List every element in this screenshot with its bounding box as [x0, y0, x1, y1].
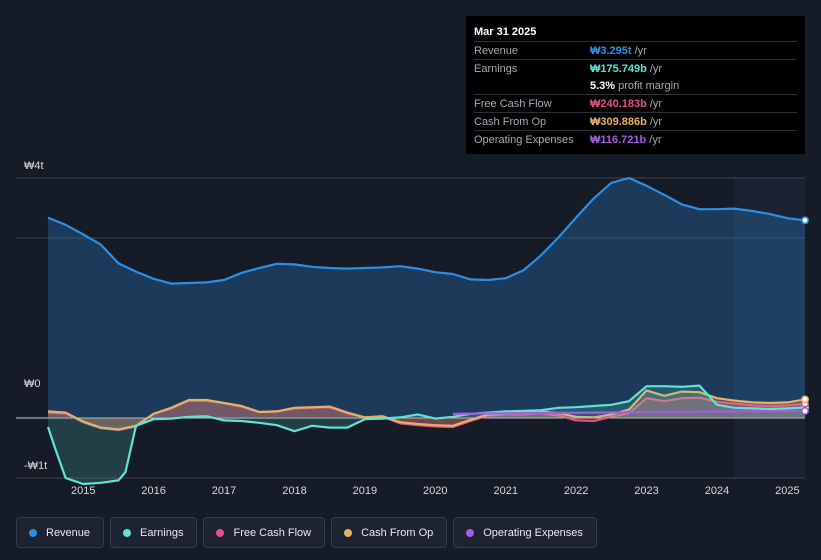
- tooltip-row-operating-expenses: Operating Expenses ₩116.721b /yr: [474, 130, 797, 148]
- revenue-area: [48, 178, 805, 418]
- tooltip-unit: /yr: [649, 97, 663, 110]
- tooltip-value: 5.3%: [590, 79, 616, 92]
- tooltip-row-free-cash-flow: Free Cash Flow ₩240.183b /yr: [474, 94, 797, 112]
- tooltip-unit: /yr: [649, 62, 663, 75]
- tooltip-panel: Mar 31 2025 Revenue ₩3.295t /yr Earnings…: [466, 16, 805, 154]
- cash-from-op-line: [47, 389, 806, 431]
- x-tick-label: 2021: [493, 485, 518, 497]
- tooltip-label: Earnings: [474, 62, 518, 75]
- legend-label: Operating Expenses: [483, 526, 583, 539]
- legend-dot-icon: [466, 528, 475, 537]
- legend-label: Cash From Op: [361, 526, 434, 539]
- legend-item-cash-from-op[interactable]: Cash From Op: [331, 517, 448, 548]
- x-tick-label: 2017: [211, 485, 237, 497]
- tooltip-row-cash-from-op: Cash From Op ₩309.886b /yr: [474, 112, 797, 130]
- y-tick-label-zero: ₩0: [24, 378, 41, 390]
- y-tick-label-top: ₩4t: [24, 160, 44, 172]
- legend-item-earnings[interactable]: Earnings: [110, 517, 198, 548]
- revenue-line: [47, 176, 806, 285]
- tooltip-label: Cash From Op: [474, 115, 547, 128]
- y-tick-label-bottom: -₩1t: [24, 460, 48, 472]
- x-tick-label: 2022: [563, 485, 589, 497]
- tooltip-value: ₩175.749b: [590, 62, 647, 75]
- x-tick-label: 2015: [70, 485, 96, 497]
- earnings-area: [48, 385, 805, 484]
- cash-from-op-end-point: [801, 395, 809, 404]
- legend-label: Revenue: [46, 526, 91, 539]
- legend-item-revenue[interactable]: Revenue: [16, 517, 105, 548]
- operating-expenses-end-point: [801, 407, 809, 415]
- legend-label: Free Cash Flow: [233, 526, 312, 539]
- x-tick-label: 2024: [704, 485, 730, 497]
- legend-label: Earnings: [140, 526, 184, 539]
- tooltip-unit: profit margin: [618, 79, 680, 92]
- legend-dot-icon: [123, 528, 132, 537]
- tooltip-row-earnings: Earnings ₩175.749b /yr: [474, 59, 797, 77]
- operating-expenses-line: [452, 409, 806, 415]
- tooltip-row-profit-margin: 5.3% profit margin: [474, 77, 797, 94]
- tooltip-date: Mar 31 2025: [474, 26, 537, 38]
- legend-dot-icon: [344, 528, 353, 537]
- x-tick-label: 2023: [634, 485, 659, 497]
- x-tick-label: 2018: [282, 485, 307, 497]
- tooltip-label: Operating Expenses: [474, 133, 574, 146]
- tooltip-value: ₩240.183b: [590, 97, 647, 110]
- tooltip-unit: /yr: [649, 133, 662, 146]
- chart-legend: Revenue Earnings Free Cash Flow Cash Fro…: [16, 517, 597, 548]
- tooltip-row-revenue: Revenue ₩3.295t /yr: [474, 41, 797, 59]
- tooltip-label: Free Cash Flow: [474, 97, 552, 110]
- revenue-end-point: [801, 216, 809, 225]
- x-tick-label: 2016: [141, 485, 166, 497]
- forecast-region: [734, 178, 805, 478]
- x-tick-label: 2025: [775, 485, 800, 497]
- x-tick-label: 2020: [423, 485, 448, 497]
- earnings-line: [46, 384, 806, 486]
- tooltip-unit: /yr: [634, 44, 647, 57]
- tooltip-label: Revenue: [474, 44, 519, 57]
- x-tick-label: 2019: [352, 485, 378, 497]
- cash-from-op-area: [48, 390, 805, 430]
- tooltip-value: ₩116.721b: [590, 133, 647, 146]
- tooltip-unit: /yr: [649, 115, 663, 128]
- legend-dot-icon: [29, 528, 37, 537]
- tooltip-value: ₩309.886b: [590, 115, 647, 128]
- legend-dot-icon: [216, 528, 225, 537]
- tooltip-value: ₩3.295t: [590, 44, 632, 57]
- legend-item-operating-expenses[interactable]: Operating Expenses: [453, 517, 597, 548]
- legend-item-free-cash-flow[interactable]: Free Cash Flow: [203, 517, 326, 548]
